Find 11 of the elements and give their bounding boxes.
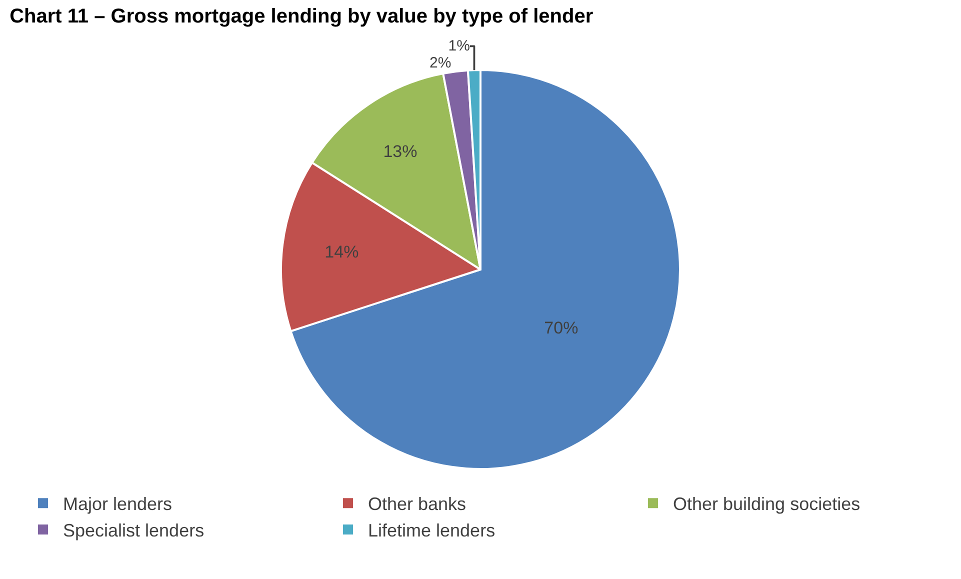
data-label: 13% bbox=[383, 142, 418, 161]
data-label: 1% bbox=[448, 38, 470, 55]
data-label: 2% bbox=[430, 54, 452, 72]
legend-label: Lifetime lenders bbox=[368, 520, 496, 541]
legend-label: Other banks bbox=[368, 494, 466, 514]
data-label: 70% bbox=[544, 318, 578, 338]
legend-label: Other building societies bbox=[673, 494, 860, 514]
legend-label: Major lenders bbox=[63, 494, 172, 514]
data-label: 14% bbox=[324, 242, 359, 262]
chart-title: Chart 11 – Gross mortgage lending by value by type of lender bbox=[10, 6, 594, 28]
legend-label: Specialist lenders bbox=[63, 520, 204, 541]
